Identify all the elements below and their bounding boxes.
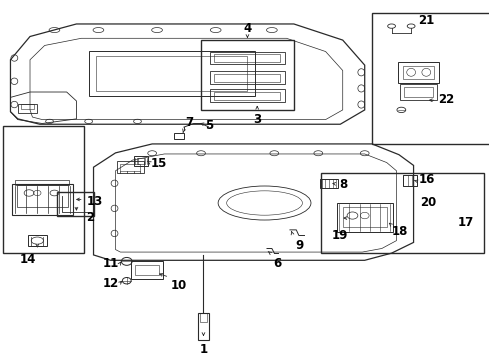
Bar <box>343 207 387 227</box>
Bar <box>198 313 209 340</box>
Text: 13: 13 <box>86 195 102 208</box>
Bar <box>215 54 280 62</box>
Bar <box>201 40 294 110</box>
Text: 22: 22 <box>438 93 454 106</box>
Bar <box>117 162 144 173</box>
Bar <box>137 158 146 164</box>
Text: 8: 8 <box>339 178 347 191</box>
Bar <box>89 51 255 96</box>
Bar <box>131 261 163 279</box>
Bar <box>3 126 84 253</box>
Text: 4: 4 <box>244 22 251 35</box>
Text: 11: 11 <box>103 257 119 270</box>
Bar <box>200 313 207 322</box>
Bar <box>18 104 37 113</box>
Text: 3: 3 <box>253 113 261 126</box>
Text: 10: 10 <box>171 279 187 292</box>
Bar <box>215 74 280 82</box>
Bar <box>17 185 68 207</box>
Text: 6: 6 <box>273 257 282 270</box>
Bar <box>12 184 73 215</box>
Bar <box>372 13 490 144</box>
Text: 14: 14 <box>20 253 36 266</box>
Bar <box>120 164 141 171</box>
Bar <box>96 56 247 91</box>
Bar <box>337 203 393 231</box>
Bar <box>15 180 69 185</box>
Bar <box>27 235 47 246</box>
Bar <box>404 87 433 97</box>
Bar <box>215 92 280 99</box>
Bar <box>173 133 184 139</box>
Bar <box>22 104 34 109</box>
Bar <box>400 84 437 100</box>
Text: 19: 19 <box>331 229 347 242</box>
Text: 16: 16 <box>418 173 435 186</box>
Text: 9: 9 <box>295 239 304 252</box>
Text: 5: 5 <box>205 119 213 132</box>
Bar <box>403 66 434 79</box>
Bar <box>57 192 94 216</box>
Bar <box>210 89 285 102</box>
Text: 18: 18 <box>392 225 408 238</box>
Bar <box>134 156 148 166</box>
Bar <box>320 179 338 188</box>
Bar <box>403 175 417 186</box>
Text: 7: 7 <box>185 116 194 129</box>
Text: 21: 21 <box>418 14 435 27</box>
Bar <box>135 265 159 275</box>
Text: 17: 17 <box>458 216 474 229</box>
Bar <box>210 71 285 84</box>
Text: 20: 20 <box>420 196 437 209</box>
Bar <box>321 172 485 253</box>
Text: 2: 2 <box>86 211 95 224</box>
Text: 12: 12 <box>103 277 119 290</box>
Bar <box>398 62 439 83</box>
Bar <box>210 52 285 64</box>
Text: 15: 15 <box>151 157 168 170</box>
Text: 1: 1 <box>199 343 208 356</box>
